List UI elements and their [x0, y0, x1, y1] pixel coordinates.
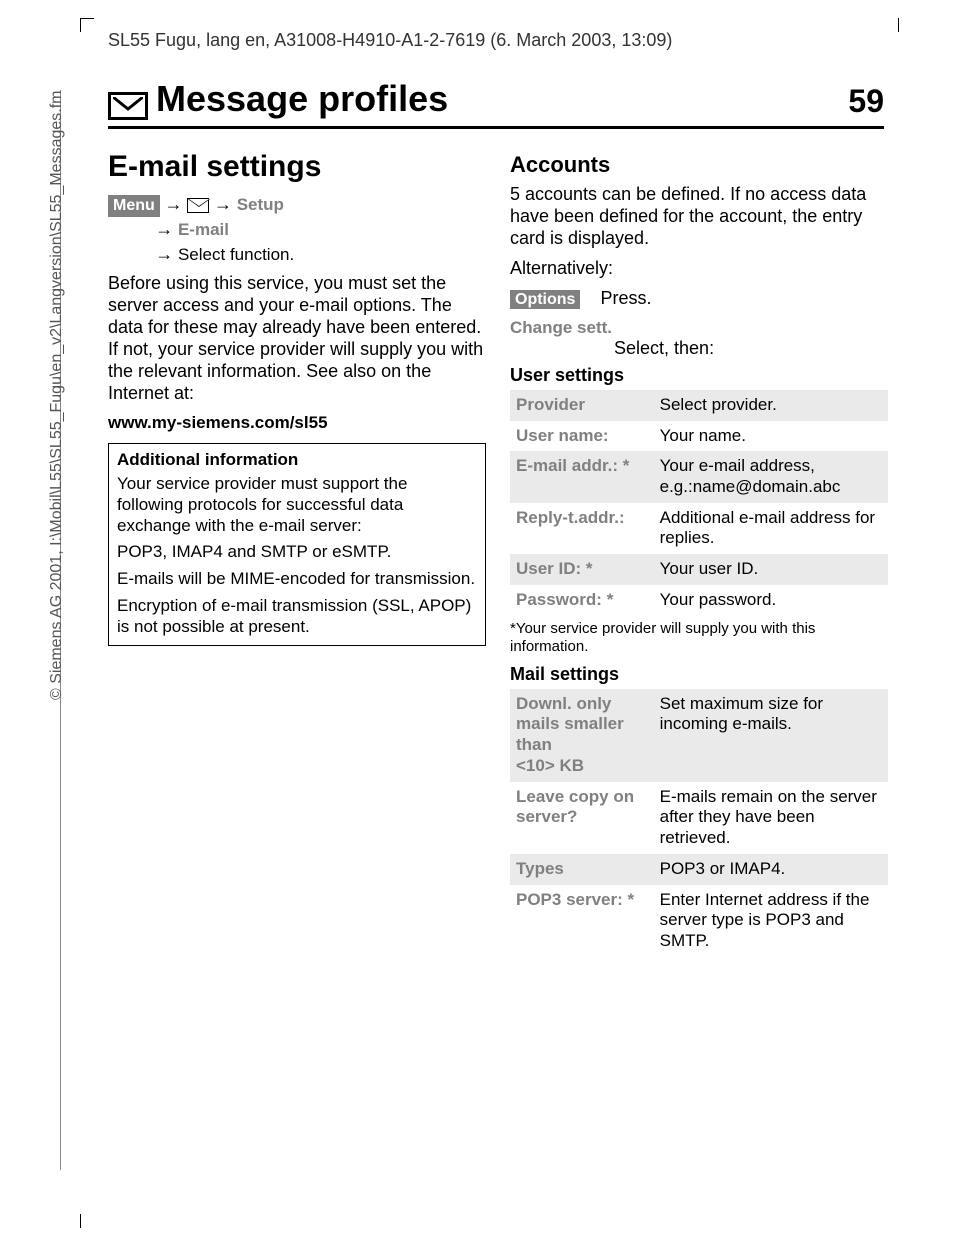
menu-path: Menu → → Setup → E-mail → Select functio…: [108, 192, 486, 267]
val-provider: Select provider.: [654, 390, 888, 421]
table-row: ProviderSelect provider.: [510, 390, 888, 421]
setup-label: Setup: [237, 195, 284, 214]
val-password: Your password.: [654, 585, 888, 616]
envelope-icon: [108, 92, 148, 120]
table-row: E-mail addr.: *Your e-mail address, e.g.…: [510, 451, 888, 502]
footnote: *Your service provider will supply you w…: [510, 620, 888, 656]
crop-mark: [898, 18, 899, 32]
accounts-text: 5 accounts can be defined. If no access …: [510, 184, 888, 250]
table-row: Reply-t.addr.:Additional e-mail address …: [510, 503, 888, 554]
val-email: Your e-mail address, e.g.:name@domain.ab…: [654, 451, 888, 502]
url-text: www.my-siemens.com/sl55: [108, 413, 486, 433]
val-types: POP3 or IMAP4.: [654, 854, 888, 885]
email-label: E-mail: [178, 220, 229, 239]
left-column: E-mail settings Menu → → Setup → E-mail …: [108, 150, 486, 961]
press-label: Press.: [600, 288, 651, 308]
key-downl: Downl. only mails smaller than <10> KB: [510, 689, 654, 782]
key-leave: Leave copy on server?: [510, 782, 654, 854]
alternatively-label: Alternatively:: [510, 258, 888, 280]
options-row: Options Press.: [510, 288, 888, 310]
user-settings-table: ProviderSelect provider. User name:Your …: [510, 390, 888, 616]
change-sett-row: Change sett. Select, then:: [510, 318, 888, 359]
key-pop3: POP3 server: *: [510, 885, 654, 957]
crop-mark: [80, 18, 94, 32]
intro-text: Before using this service, you must set …: [108, 273, 486, 405]
table-row: Password: *Your password.: [510, 585, 888, 616]
info-p2: POP3, IMAP4 and SMTP or eSMTP.: [117, 542, 477, 563]
page-title: Message profiles: [156, 78, 848, 120]
additional-info-box: Additional information Your service prov…: [108, 443, 486, 647]
val-leave: E-mails remain on the server after they …: [654, 782, 888, 854]
val-pop3: Enter Internet address if the server typ…: [654, 885, 888, 957]
table-row: TypesPOP3 or IMAP4.: [510, 854, 888, 885]
key-email: E-mail addr.: *: [510, 451, 654, 502]
user-settings-heading: User settings: [510, 365, 888, 386]
table-row: Leave copy on server?E-mails remain on t…: [510, 782, 888, 854]
val-downl: Set maximum size for incoming e-mails.: [654, 689, 888, 782]
table-row: POP3 server: *Enter Internet address if …: [510, 885, 888, 957]
side-copyright: © Siemens AG 2001, I:\Mobil\L55\SL55_Fug…: [48, 91, 66, 701]
val-username: Your name.: [654, 421, 888, 452]
menu-badge: Menu: [108, 195, 160, 217]
accounts-heading: Accounts: [510, 152, 888, 178]
page-title-row: Message profiles 59: [108, 78, 884, 129]
info-p4: Encryption of e-mail transmission (SSL, …: [117, 596, 477, 637]
val-userid: Your user ID.: [654, 554, 888, 585]
email-settings-heading: E-mail settings: [108, 150, 486, 184]
table-row: Downl. only mails smaller than <10> KBSe…: [510, 689, 888, 782]
mail-settings-heading: Mail settings: [510, 664, 888, 685]
crop-mark: [80, 1214, 81, 1228]
table-row: User ID: *Your user ID.: [510, 554, 888, 585]
key-types: Types: [510, 854, 654, 885]
select-function: Select function.: [178, 245, 294, 264]
arrow-icon: →: [165, 194, 183, 214]
page-number: 59: [848, 83, 884, 120]
right-column: Accounts 5 accounts can be defined. If n…: [510, 150, 888, 961]
envelope-icon: [187, 198, 209, 213]
arrow-icon: →: [155, 219, 173, 239]
info-p1: Your service provider must support the f…: [117, 474, 477, 536]
key-provider: Provider: [510, 390, 654, 421]
key-password: Password: *: [510, 585, 654, 616]
options-badge: Options: [510, 290, 580, 310]
arrow-icon: →: [155, 244, 173, 264]
arrow-icon: →: [214, 194, 232, 214]
change-sett-label: Change sett.: [510, 318, 612, 337]
key-username: User name:: [510, 421, 654, 452]
doc-header-line: SL55 Fugu, lang en, A31008-H4910-A1-2-76…: [108, 30, 672, 51]
info-p3: E-mails will be MIME-encoded for transmi…: [117, 569, 477, 590]
key-reply: Reply-t.addr.:: [510, 503, 654, 554]
select-then: Select, then:: [614, 338, 888, 359]
mail-settings-table: Downl. only mails smaller than <10> KBSe…: [510, 689, 888, 957]
info-title: Additional information: [117, 450, 477, 471]
val-reply: Additional e-mail address for replies.: [654, 503, 888, 554]
table-row: User name:Your name.: [510, 421, 888, 452]
key-userid: User ID: *: [510, 554, 654, 585]
